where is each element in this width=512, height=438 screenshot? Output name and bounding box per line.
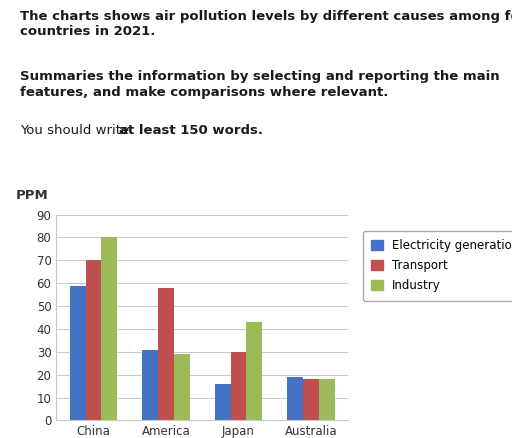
Bar: [287, 377, 303, 420]
Text: PPM: PPM: [15, 189, 48, 202]
Bar: [158, 288, 174, 420]
Bar: [246, 322, 263, 420]
Bar: [101, 237, 117, 420]
Text: features, and make comparisons where relevant.: features, and make comparisons where rel…: [20, 86, 389, 99]
Bar: [215, 384, 230, 420]
Text: Summaries the information by selecting and reporting the main: Summaries the information by selecting a…: [20, 70, 500, 83]
Bar: [230, 352, 246, 420]
Text: You should write: You should write: [20, 124, 134, 138]
Text: The charts shows air pollution levels by different causes among four: The charts shows air pollution levels by…: [20, 10, 512, 23]
Legend: Electricity generation, Transport, Industry: Electricity generation, Transport, Indus…: [363, 231, 512, 300]
Text: at least 150 words.: at least 150 words.: [119, 124, 263, 138]
Text: countries in 2021.: countries in 2021.: [20, 25, 156, 39]
Bar: [86, 260, 101, 420]
Bar: [303, 379, 319, 420]
Bar: [142, 350, 158, 420]
Bar: [174, 354, 190, 420]
Bar: [70, 286, 86, 420]
Bar: [319, 379, 335, 420]
